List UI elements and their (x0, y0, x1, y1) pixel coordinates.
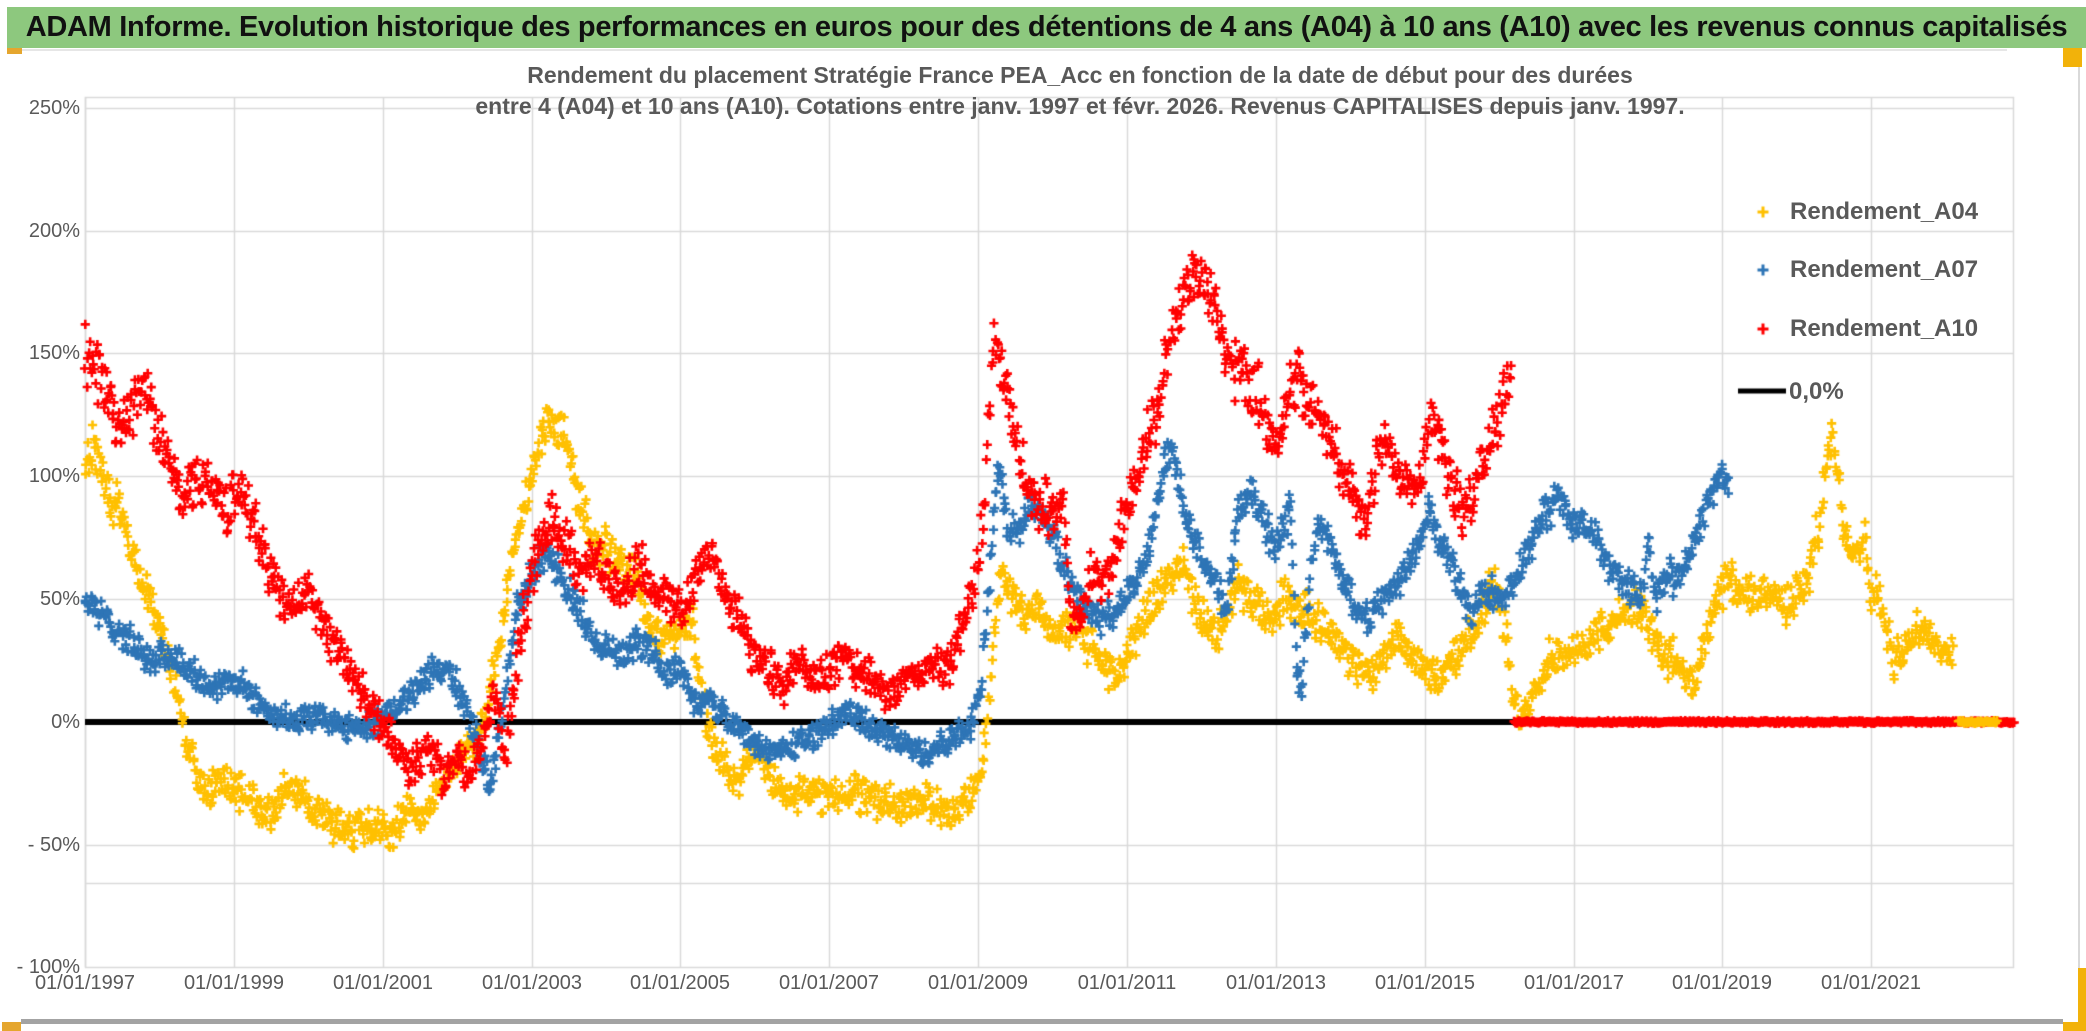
y-tick-0: 0% (51, 711, 80, 733)
x-tick-2011: 01/01/2011 (1077, 972, 1177, 994)
y-tick-50: 50% (39, 588, 80, 610)
y-tick-neg100: - 100% (16, 956, 80, 978)
x-tick-2019: 01/01/2019 (1671, 972, 1773, 994)
y-tick-250: 250% (28, 97, 80, 119)
legend-item-rendement-a04: Rendement_A04 (1790, 198, 1979, 225)
x-tick-2017: 01/01/2017 (1523, 972, 1625, 994)
x-tick-2009: 01/01/2009 (927, 972, 1029, 994)
y-tick-200: 200% (28, 220, 80, 242)
y-tick-100: 100% (28, 465, 80, 487)
x-tick-2005: 01/01/2005 (629, 972, 731, 994)
chart-title: Rendement du placement Stratégie France … (260, 60, 1900, 122)
legend-item-zero-line: 0,0% (1789, 378, 1844, 405)
y-tick-neg50: - 50% (27, 834, 80, 856)
legend-item-rendement-a10: Rendement_A10 (1790, 315, 1979, 342)
y-tick-150: 150% (28, 342, 80, 364)
x-tick-2003: 01/01/2003 (481, 972, 583, 994)
x-tick-2013: 01/01/2013 (1225, 972, 1327, 994)
x-tick-2021: 01/01/2021 (1820, 972, 1922, 994)
x-tick-2001: 01/01/2001 (332, 972, 434, 994)
legend-item-rendement-a07: Rendement_A07 (1790, 256, 1979, 283)
chart-title-line1: Rendement du placement Stratégie France … (527, 62, 1633, 88)
x-tick-1999: 01/01/1999 (183, 972, 285, 994)
chart-title-line2: entre 4 (A04) et 10 ans (A10). Cotations… (475, 93, 1685, 119)
x-tick-1997: 01/01/1997 (34, 972, 136, 994)
x-tick-2015: 01/01/2015 (1374, 972, 1476, 994)
x-tick-2007: 01/01/2007 (778, 972, 880, 994)
